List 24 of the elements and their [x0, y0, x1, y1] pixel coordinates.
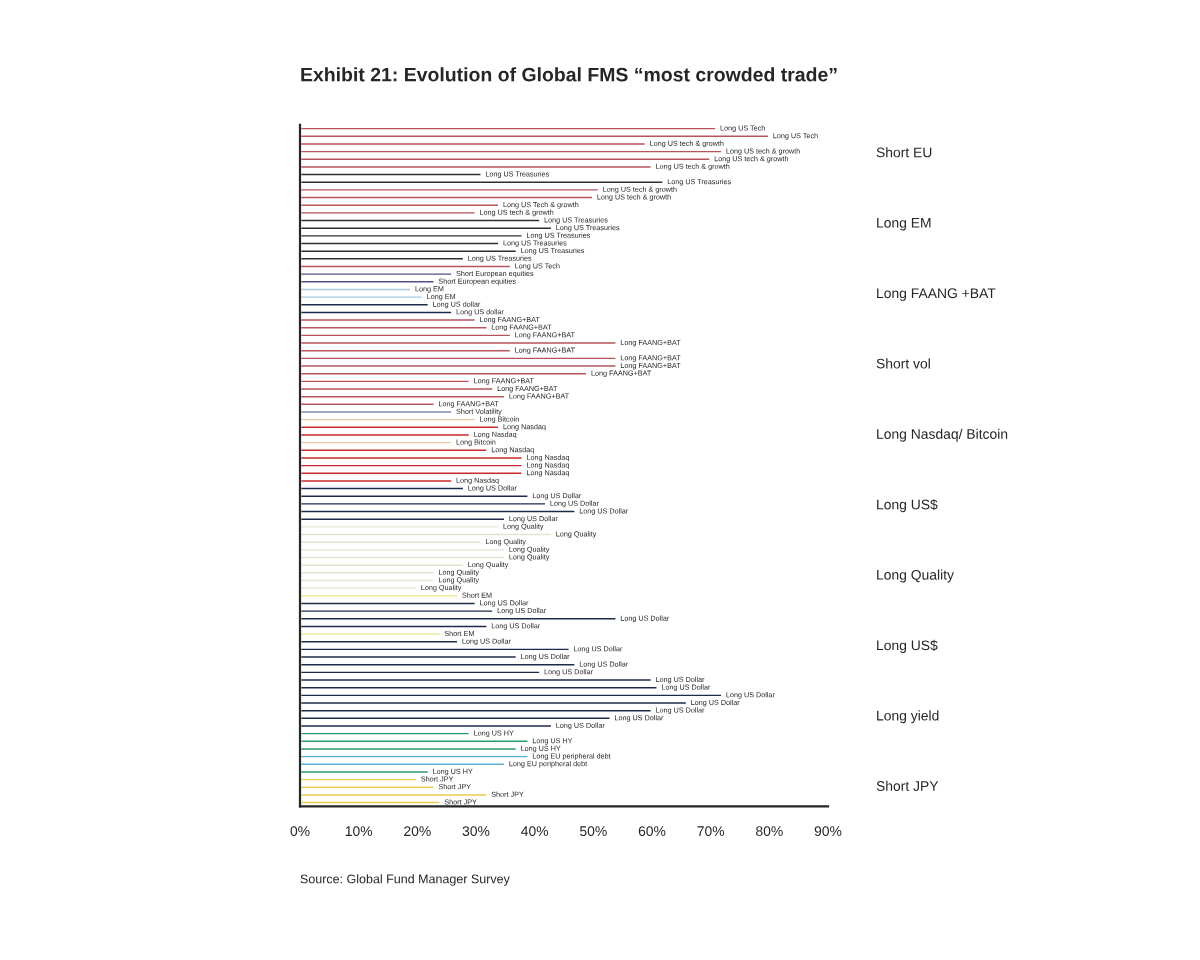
- bar: [300, 454, 525, 462]
- bar: [300, 691, 724, 699]
- bar: [300, 423, 501, 431]
- bar: [300, 462, 525, 470]
- bar: [300, 661, 578, 669]
- bar: [300, 362, 619, 370]
- bar: [300, 737, 531, 745]
- bar: [300, 194, 595, 202]
- bar: [300, 791, 490, 799]
- bar: [300, 508, 578, 516]
- bar: [300, 393, 507, 401]
- bar: [300, 262, 513, 270]
- bar: [300, 354, 619, 362]
- bar: [300, 132, 771, 140]
- bar: [300, 615, 619, 623]
- bar: [300, 753, 531, 761]
- bar: [300, 546, 507, 554]
- bar: [300, 645, 572, 653]
- bar: [300, 293, 425, 301]
- chart-title: Exhibit 21: Evolution of Global FMS “most crowded trade”: [301, 67, 837, 82]
- bar: [300, 339, 619, 347]
- bar: [300, 469, 525, 477]
- bar: [300, 148, 724, 156]
- bar: [300, 676, 654, 684]
